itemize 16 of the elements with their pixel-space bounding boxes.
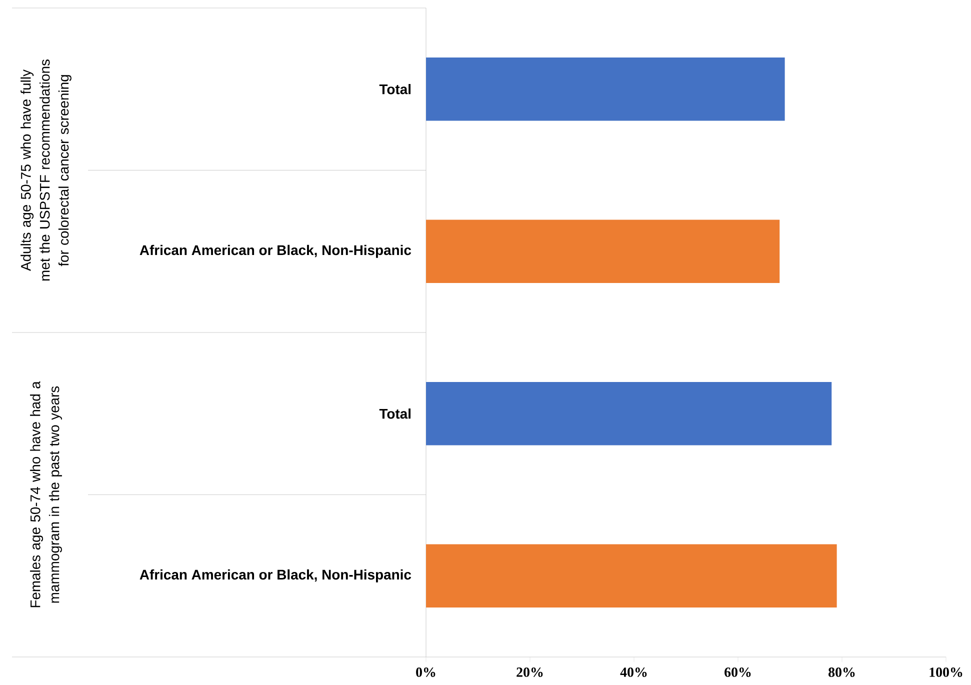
y-tick-label: Total [379, 408, 411, 419]
x-tick-label: 0% [416, 668, 436, 677]
text: Adults age 50-75 who have fully met the USPSTF recommendations for colorectal cancer screening [20, 60, 72, 281]
y-tick-label: African American or Black, Non-Hispanic [140, 244, 412, 258]
bar [426, 57, 785, 121]
x-tick-label: 20% [516, 668, 543, 677]
x-tick-label: 80% [828, 668, 855, 677]
y-tick-label: Total [379, 84, 411, 94]
x-tick-label: 40% [620, 668, 647, 677]
bar [426, 544, 837, 608]
x-tick-label: 60% [724, 668, 751, 677]
bar [426, 220, 780, 284]
text: Females age 50-74 who have had a mammogram in the past two years [30, 381, 62, 608]
x-tick-label: 100% [930, 668, 962, 677]
bar [426, 382, 832, 446]
y-tick-label: African American or Black, Non-Hispanic [140, 569, 412, 582]
